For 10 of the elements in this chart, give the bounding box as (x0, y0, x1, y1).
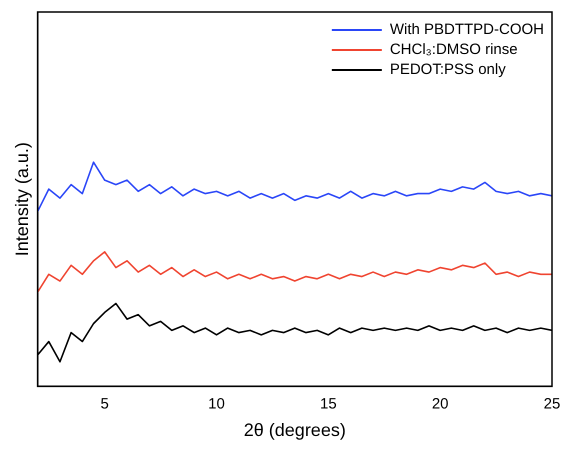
x-tick-label: 15 (320, 396, 337, 413)
x-tick-label: 25 (544, 396, 560, 413)
legend-label: PEDOT:PSS only (390, 61, 506, 78)
x-tick-label: 10 (208, 396, 225, 413)
x-tick-label: 5 (100, 396, 109, 413)
legend-label: CHCl₃:DMSO rinse (390, 41, 518, 58)
y-axis-title: Intensity (a.u.) (12, 142, 32, 256)
x-axis-title: 2θ (degrees) (244, 420, 346, 440)
x-tick-label: 20 (432, 396, 449, 413)
legend-label: With PBDTTPD-COOH (390, 21, 544, 38)
